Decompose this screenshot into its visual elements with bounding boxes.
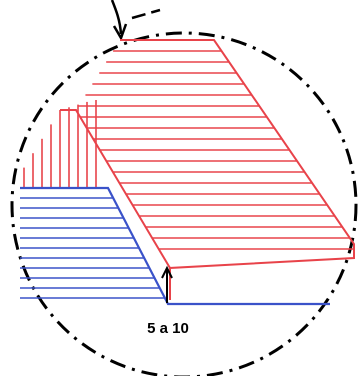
callout-arrow <box>110 0 161 41</box>
blue-section-outline <box>20 186 330 306</box>
detail-circle <box>10 31 358 376</box>
red-hatched-section <box>78 39 354 250</box>
dimension-arrow <box>161 265 173 303</box>
red-vertical-hatching <box>23 100 97 188</box>
dimension-label: 5 a 10 <box>147 320 189 337</box>
red-section-outline <box>120 39 355 300</box>
red-inner-edge <box>60 109 171 269</box>
blue-hatched-section <box>20 187 165 299</box>
